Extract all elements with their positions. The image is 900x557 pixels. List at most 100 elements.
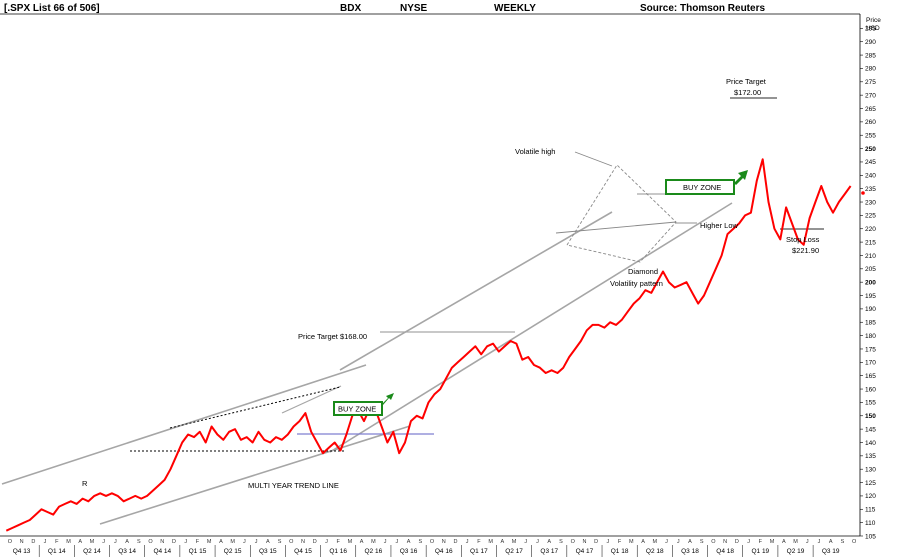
x-quarter-label: Q1 16 [329,548,347,555]
y-tick-label: 275 [865,79,876,86]
x-month-label: O [430,539,435,545]
x-quarter-label: Q1 19 [751,548,769,555]
last-price-marker [861,191,865,195]
x-quarter-label: Q3 15 [259,548,277,555]
x-month-label: J [384,539,387,545]
multi-year-trend-line [99,425,411,525]
price-target-top-label: Price Target [726,77,767,86]
volatile-high-label: Volatile high [515,147,555,156]
diamond-pattern [555,151,677,263]
exchange-label: NYSE [400,3,428,14]
x-month-label: M [207,539,212,545]
x-month-label: J [395,539,398,545]
x-quarter-label: Q4 18 [716,548,734,555]
y-tick-label: 160 [865,386,876,393]
x-month-label: J [747,539,750,545]
x-month-label: M [90,539,95,545]
y-tick-label: 130 [865,467,876,474]
x-month-label: F [55,539,59,545]
x-quarter-label: Q4 16 [435,548,453,555]
y-tick-label: 250 [865,146,876,153]
x-quarter-label: Q1 17 [470,548,488,555]
y-tick-label: 145 [865,426,876,433]
y-tick-label: 110 [865,520,876,527]
x-quarter-label: Q2 18 [646,548,664,555]
x-month-label: S [700,539,704,545]
y-tick-label: 195 [865,293,876,300]
x-month-label: A [266,539,270,545]
x-quarter-label: Q4 15 [294,548,312,555]
y-tick-label: 210 [865,253,876,260]
x-month-label: M [629,539,634,545]
x-quarter-label: Q2 15 [224,548,242,555]
x-month-label: M [512,539,517,545]
x-month-label: D [594,539,598,545]
diamond-label-1: Diamond [628,267,658,276]
x-month-label: S [559,539,563,545]
x-quarter-label: Q3 17 [540,548,558,555]
x-month-label: A [641,539,645,545]
x-month-label: F [196,539,200,545]
x-month-label: A [407,539,411,545]
y-tick-label: 285 [865,52,876,59]
buy-zone-top-box [665,179,735,195]
x-month-label: O [289,539,294,545]
lower-channel-line [329,202,733,453]
x-month-label: M [488,539,493,545]
x-month-label: J [243,539,246,545]
higher-low-label: Higher Low [700,221,739,230]
x-month-label: D [735,539,739,545]
y-tick-label: 225 [865,213,876,220]
x-month-label: N [582,539,586,545]
x-month-label: J [466,539,469,545]
y-tick-label: 255 [865,133,876,140]
x-month-label: A [829,539,833,545]
trend-line-label: MULTI YEAR TREND LINE [248,481,339,490]
y-tick-label: 280 [865,66,876,73]
diamond-midline [555,221,677,234]
x-month-label: D [453,539,457,545]
x-month-label: J [607,539,610,545]
x-month-label: J [44,539,47,545]
x-month-label: F [477,539,481,545]
y-tick-label: 260 [865,119,876,126]
x-month-label: D [31,539,35,545]
price-target-top-value: $172.00 [734,88,761,97]
x-month-label: M [793,539,798,545]
x-quarter-label: Q3 16 [400,548,418,555]
x-month-label: F [337,539,341,545]
x-month-label: M [652,539,657,545]
y-tick-label: 295 [865,26,876,33]
price-target-mid-label: Price Target $168.00 [298,332,367,341]
x-quarter-label: Q3 18 [681,548,699,555]
x-month-label: J [665,539,668,545]
x-quarter-label: Q4 17 [576,548,594,555]
x-month-label: A [219,539,223,545]
buy-zone-top-label: BUY ZONE [683,183,721,192]
y-tick-label: 240 [865,173,876,180]
r-label: R [82,479,88,488]
diamond-label-2: Volatility pattern [610,279,663,288]
source-label: Source: Thomson Reuters [640,3,765,14]
upper-channel-line-2 [339,211,613,371]
y-tick-label: 115 [865,507,876,514]
x-month-label: J [536,539,539,545]
y-axis-ticks: 105 110 115 120 125 130 135 140 145 150 155 160 165 1… [860,26,876,540]
buy-zone-mid-label: BUY ZONE [338,405,376,414]
y-tick-label: 205 [865,266,876,273]
x-month-label: J [325,539,328,545]
x-month-label: N [723,539,727,545]
y-tick-label: 140 [865,440,876,447]
x-month-label: J [806,539,809,545]
y-tick-label: 265 [865,106,876,113]
y-tick-label: 175 [865,346,876,353]
trend-lines [1,97,824,525]
x-month-label: M [770,539,775,545]
x-month-label: O [8,539,13,545]
x-month-label: J [102,539,105,545]
x-month-label: A [782,539,786,545]
x-quarter-label: Q1 15 [189,548,207,555]
x-quarter-label: Q4 14 [153,548,171,555]
y-tick-label: 170 [865,360,876,367]
x-month-label: F [759,539,763,545]
